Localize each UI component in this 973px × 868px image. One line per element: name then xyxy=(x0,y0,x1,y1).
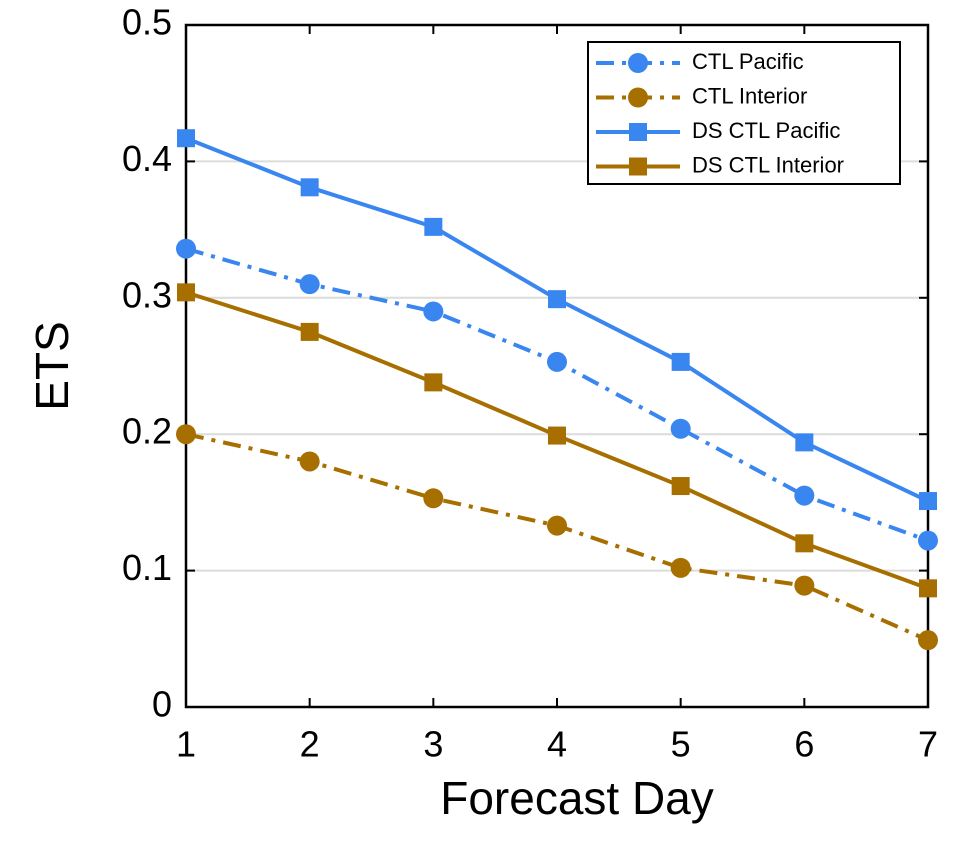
marker xyxy=(177,129,195,148)
marker xyxy=(918,530,938,551)
marker xyxy=(177,283,195,302)
x-tick-label: 3 xyxy=(423,724,443,765)
marker xyxy=(547,351,567,372)
marker xyxy=(671,477,690,496)
x-tick-label: 1 xyxy=(176,724,196,765)
marker xyxy=(795,433,814,452)
marker xyxy=(794,485,815,506)
marker xyxy=(176,238,196,259)
marker xyxy=(424,217,443,236)
y-axis-label: ETS xyxy=(26,321,78,410)
legend-text: DS CTL Interior xyxy=(692,152,844,177)
legend-marker xyxy=(629,157,647,176)
marker xyxy=(176,424,196,445)
x-tick-label: 6 xyxy=(794,724,814,765)
legend-marker xyxy=(628,87,648,108)
marker xyxy=(918,630,938,651)
y-tick-label: 0 xyxy=(152,684,172,725)
y-tick-label: 0.4 xyxy=(122,138,172,179)
legend-marker xyxy=(629,123,647,141)
series-line xyxy=(185,136,929,503)
marker xyxy=(424,373,443,392)
marker xyxy=(919,579,937,598)
marker xyxy=(548,290,566,309)
x-tick-label: 4 xyxy=(547,724,567,765)
marker xyxy=(300,322,319,341)
plot-frame xyxy=(184,23,930,709)
x-tick-label: 2 xyxy=(300,724,320,765)
y-tick-label: 0.2 xyxy=(122,411,172,452)
legend-text: DS CTL Pacific xyxy=(692,118,840,143)
marker xyxy=(919,492,937,511)
marker xyxy=(795,534,814,553)
x-tick-label: 7 xyxy=(918,724,938,765)
series-line xyxy=(185,432,929,642)
x-axis-label: Forecast Day xyxy=(440,772,714,824)
marker xyxy=(794,575,815,596)
marker xyxy=(423,488,444,509)
marker xyxy=(548,426,566,445)
legend-marker xyxy=(628,53,648,73)
y-tick-label: 0.1 xyxy=(122,547,172,588)
marker xyxy=(300,178,319,197)
marker xyxy=(299,274,320,295)
marker xyxy=(423,301,444,322)
marker xyxy=(671,352,690,371)
legend-text: CTL Interior xyxy=(692,83,807,108)
y-tick-label: 0.5 xyxy=(122,2,172,43)
legend-text: CTL Pacific xyxy=(692,49,804,74)
marker xyxy=(670,418,691,439)
marker xyxy=(670,557,691,578)
marker xyxy=(547,515,567,536)
y-tick-label: 0.3 xyxy=(122,274,172,315)
x-tick-label: 5 xyxy=(671,724,691,765)
marker xyxy=(299,451,320,472)
